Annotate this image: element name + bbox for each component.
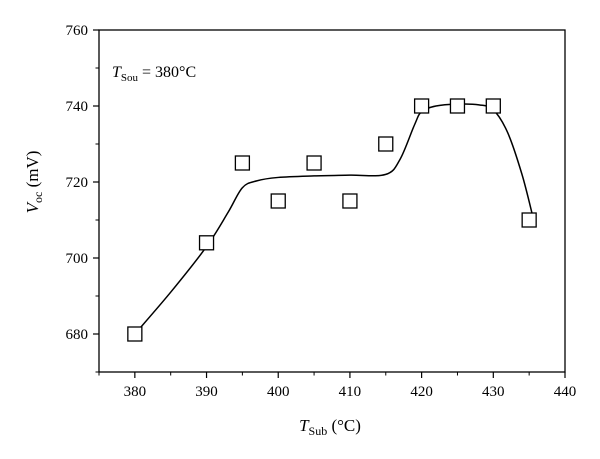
data-point-425 [449,98,466,114]
data-points-layer [127,98,537,342]
data-point-420 [413,98,430,114]
x-tick-label-390: 390 [195,384,218,400]
annotation-sub: Sou [121,72,139,84]
annotation-main: T [112,64,122,81]
y-tick-label-680: 680 [66,327,89,343]
data-point-380 [127,326,143,342]
data-point-405 [306,155,322,171]
data-point-395 [234,155,251,171]
y-axis-title-main: V [23,200,42,213]
annotation-text: = 380°C [138,64,196,81]
y-tick-label-720: 720 [66,175,89,191]
x-axis-title-sub: Sub [309,424,328,438]
data-point-400 [270,193,286,209]
plot-frame [98,29,566,373]
plot-border [98,29,566,373]
y-tick-label-760: 760 [66,23,89,39]
x-axis-title-main: T [299,416,310,435]
y-axis-title-sub: oc [31,192,45,203]
y-axis: 680 700 720 740 760 [66,23,99,373]
fit-curve-layer [134,103,534,335]
x-tick-label-380: 380 [124,384,147,400]
y-tick-label-700: 700 [66,251,89,267]
x-axis-title: TSub (°C) [299,416,361,438]
x-axis-title-unit: (°C) [327,416,361,435]
y-tick-label-740: 740 [66,99,89,115]
x-tick-label-430: 430 [482,384,505,400]
data-point-435 [521,212,537,228]
data-point-390 [198,235,215,251]
data-point-430 [485,98,501,114]
x-tick-label-440: 440 [554,384,577,400]
x-tick-label-420: 420 [410,384,433,400]
fit-curve [134,103,534,335]
x-axis: 380 390 400 410 420 430 440 [98,372,577,400]
data-point-410 [342,193,358,209]
annotation: TSou = 380°C [112,64,196,84]
y-axis-title: Voc (mV) [23,151,45,214]
x-tick-label-400: 400 [267,384,290,400]
data-point-415 [378,136,394,152]
y-axis-title-unit: (mV) [23,151,42,192]
x-tick-label-410: 410 [339,384,362,400]
